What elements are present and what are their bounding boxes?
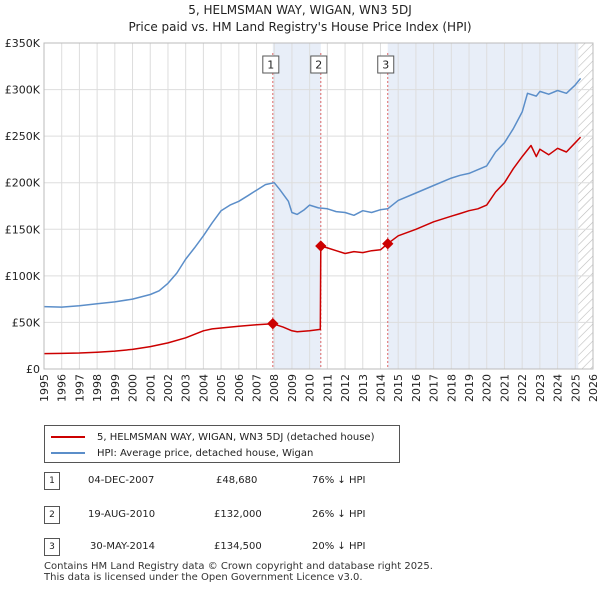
y-tick-label: £200K [5,177,41,190]
y-tick-label: £300K [5,84,41,97]
transaction-price: £134,500 [214,541,262,552]
legend-price-label: 5, HELMSMAN WAY, WIGAN, WN3 5DJ (detache… [97,431,375,443]
x-tick-label: 2001 [144,374,157,402]
y-tick-label: £150K [5,223,41,236]
transaction-hpi-diff: 20% ↓ HPI [312,541,366,552]
y-tick-label: £350K [5,37,41,50]
x-tick-label: 2024 [552,374,565,402]
y-tick-label: £50K [12,316,41,329]
y-tick-label: £0 [26,363,40,376]
table-row: 1 04-DEC-2007 £48,680 76% ↓ HPI [40,472,400,492]
footer-attribution: Contains HM Land Registry data © Crown c… [44,561,433,583]
x-tick-label: 2009 [286,374,299,402]
x-tick-label: 2018 [445,374,458,402]
x-tick-label: 2006 [233,374,246,402]
x-tick-label: 1996 [56,374,69,402]
transaction-price: £48,680 [216,475,258,486]
x-tick-label: 2015 [392,374,405,402]
transaction-price: £132,000 [214,509,262,520]
plot-frame [43,42,594,370]
sale-label-3: 3 [382,59,389,72]
x-tick-label: 2002 [162,374,175,402]
transaction-number-badge: 2 [44,506,60,524]
x-tick-label: 2020 [481,374,494,402]
x-tick-label: 1995 [38,374,51,402]
chart-subtitle: Price paid vs. HM Land Registry's House … [128,20,471,34]
table-row: 3 30-MAY-2014 £134,500 20% ↓ HPI [40,538,400,558]
sale-point-3 [382,238,394,250]
x-tick-label: 2016 [410,374,423,402]
table-row: 2 19-AUG-2010 £132,000 26% ↓ HPI [40,506,400,526]
price-paid-line [44,136,582,355]
forecast-hatch-region [578,43,593,369]
x-tick-label: 2000 [127,374,140,402]
legend-price-swatch [51,436,85,438]
legend-hpi-swatch [51,452,85,454]
footer-line-2: This data is licensed under the Open Gov… [44,572,363,583]
transaction-number-badge: 3 [44,538,60,556]
sale-label-2: 2 [315,59,322,72]
transaction-date: 19-AUG-2010 [88,509,156,520]
x-tick-label: 1997 [73,374,86,402]
x-tick-label: 2005 [215,374,228,402]
x-tick-label: 2004 [197,374,210,402]
x-tick-label: 2014 [374,374,387,402]
x-tick-label: 2013 [357,374,370,402]
x-tick-label: 2023 [534,374,547,402]
x-tick-label: 2008 [268,374,281,402]
transaction-hpi-diff: 26% ↓ HPI [312,509,366,520]
y-tick-label: £100K [5,270,41,283]
legend-hpi-label: HPI: Average price, detached house, Wiga… [97,447,314,459]
transaction-date: 30-MAY-2014 [90,541,156,552]
x-tick-label: 2025 [569,374,582,402]
transaction-number-badge: 1 [44,472,60,490]
x-tick-label: 1998 [91,374,104,402]
footer-line-1: Contains HM Land Registry data © Crown c… [44,561,433,572]
sale-label-box-1 [262,55,280,74]
x-tick-label: 2017 [428,374,441,402]
x-tick-label: 2007 [251,374,264,402]
legend-item-hpi: HPI: Average price, detached house, Wiga… [51,445,313,461]
sale-point-2 [315,240,327,252]
x-tick-label: 2010 [304,374,317,402]
hpi-line [44,77,582,308]
x-tick-label: 2021 [498,374,511,402]
legend-item-price: 5, HELMSMAN WAY, WIGAN, WN3 5DJ (detache… [51,429,375,445]
x-tick-label: 1999 [109,374,122,402]
chart-title: 5, HELMSMAN WAY, WIGAN, WN3 5DJ [188,3,412,17]
transaction-date: 04-DEC-2007 [88,475,155,486]
y-tick-label: £250K [5,130,41,143]
sale-label-box-3 [377,55,395,74]
legend: 5, HELMSMAN WAY, WIGAN, WN3 5DJ (detache… [44,425,400,463]
x-tick-label: 2026 [587,374,600,402]
x-tick-label: 2022 [516,374,529,402]
price-chart: 5, HELMSMAN WAY, WIGAN, WN3 5DJ Price pa… [5,3,600,402]
x-tick-label: 2003 [180,374,193,402]
transaction-hpi-diff: 76% ↓ HPI [312,475,366,486]
x-tick-label: 2019 [463,374,476,402]
sale-point-1 [267,318,279,330]
sale-label-1: 1 [267,59,274,72]
sale-label-box-2 [310,55,328,74]
x-tick-label: 2011 [321,374,334,402]
x-tick-label: 2012 [339,374,352,402]
